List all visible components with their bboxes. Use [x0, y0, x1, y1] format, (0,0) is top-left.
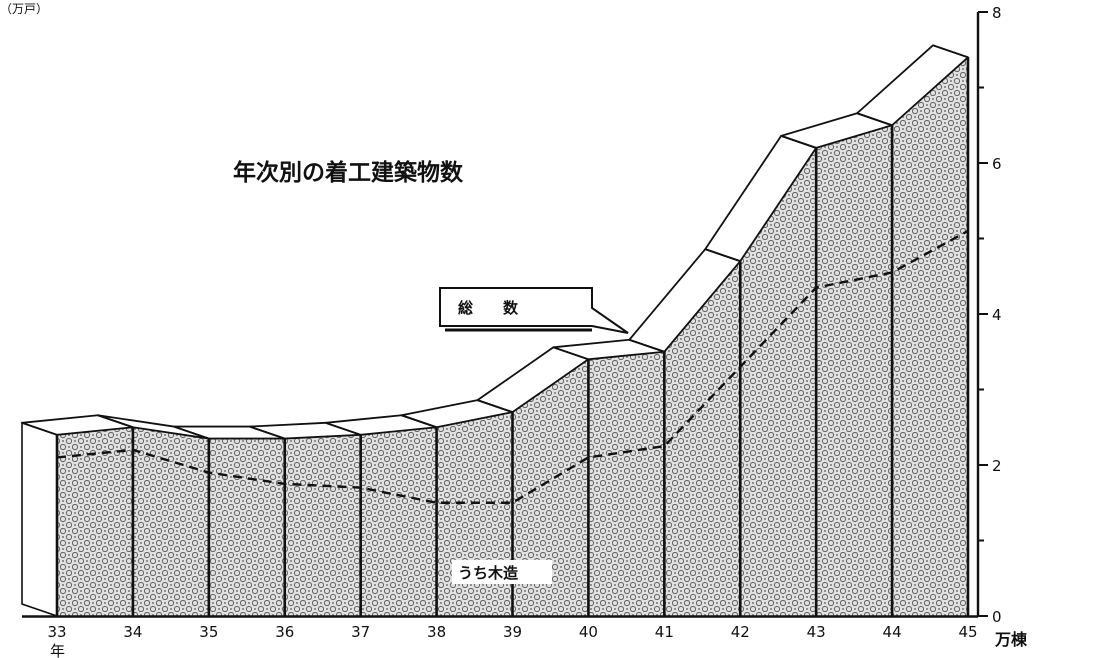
x-tick-label: 36 [275, 623, 294, 641]
corner-unit-label: （万戸） [0, 2, 49, 16]
total-point [932, 44, 969, 59]
x-tick-label: 42 [731, 623, 750, 641]
total-callout-box [439, 287, 629, 334]
x-tick-label: 37 [351, 623, 370, 641]
x-tick-label: 41 [655, 623, 674, 641]
total-point [97, 414, 134, 429]
total-point [629, 338, 665, 353]
total-point [173, 425, 210, 440]
x-tick-label: 45 [958, 623, 977, 641]
x-unit-label: 年 [50, 642, 65, 658]
wood-series-label: うち木造 [458, 564, 518, 582]
total-point [21, 421, 58, 436]
x-tick-label: 38 [427, 623, 446, 641]
total-point [704, 248, 741, 263]
x-tick-label: 35 [199, 623, 218, 641]
x-tick-label: 39 [503, 623, 522, 641]
y-tick-label: 0 [992, 608, 1002, 626]
left-face [21, 421, 58, 618]
x-tick-label: 40 [579, 623, 598, 641]
total-point [249, 425, 286, 440]
total-point [780, 135, 817, 149]
chart-title: 年次別の着工建築物数 [233, 159, 464, 186]
y-tick-label: 8 [992, 4, 1002, 22]
total-point [477, 399, 513, 414]
x-tick-label: 43 [807, 623, 826, 641]
total-point [856, 112, 893, 127]
y-tick-label: 6 [992, 155, 1002, 173]
y-tick-label: 2 [992, 457, 1002, 475]
total-series-label: 総 数 [458, 299, 519, 317]
x-tick-label: 33 [47, 623, 66, 641]
wood-series-label-group: うち木造 [452, 560, 552, 584]
total-point [325, 421, 361, 436]
y-unit-label: 万棟 [994, 630, 1028, 649]
total-callout: 総 数 [439, 287, 629, 334]
total-point [553, 346, 589, 361]
total-point [401, 414, 437, 429]
x-tick-label: 44 [883, 623, 902, 641]
x-tick-label: 34 [123, 623, 142, 641]
y-tick-label: 4 [992, 306, 1002, 324]
